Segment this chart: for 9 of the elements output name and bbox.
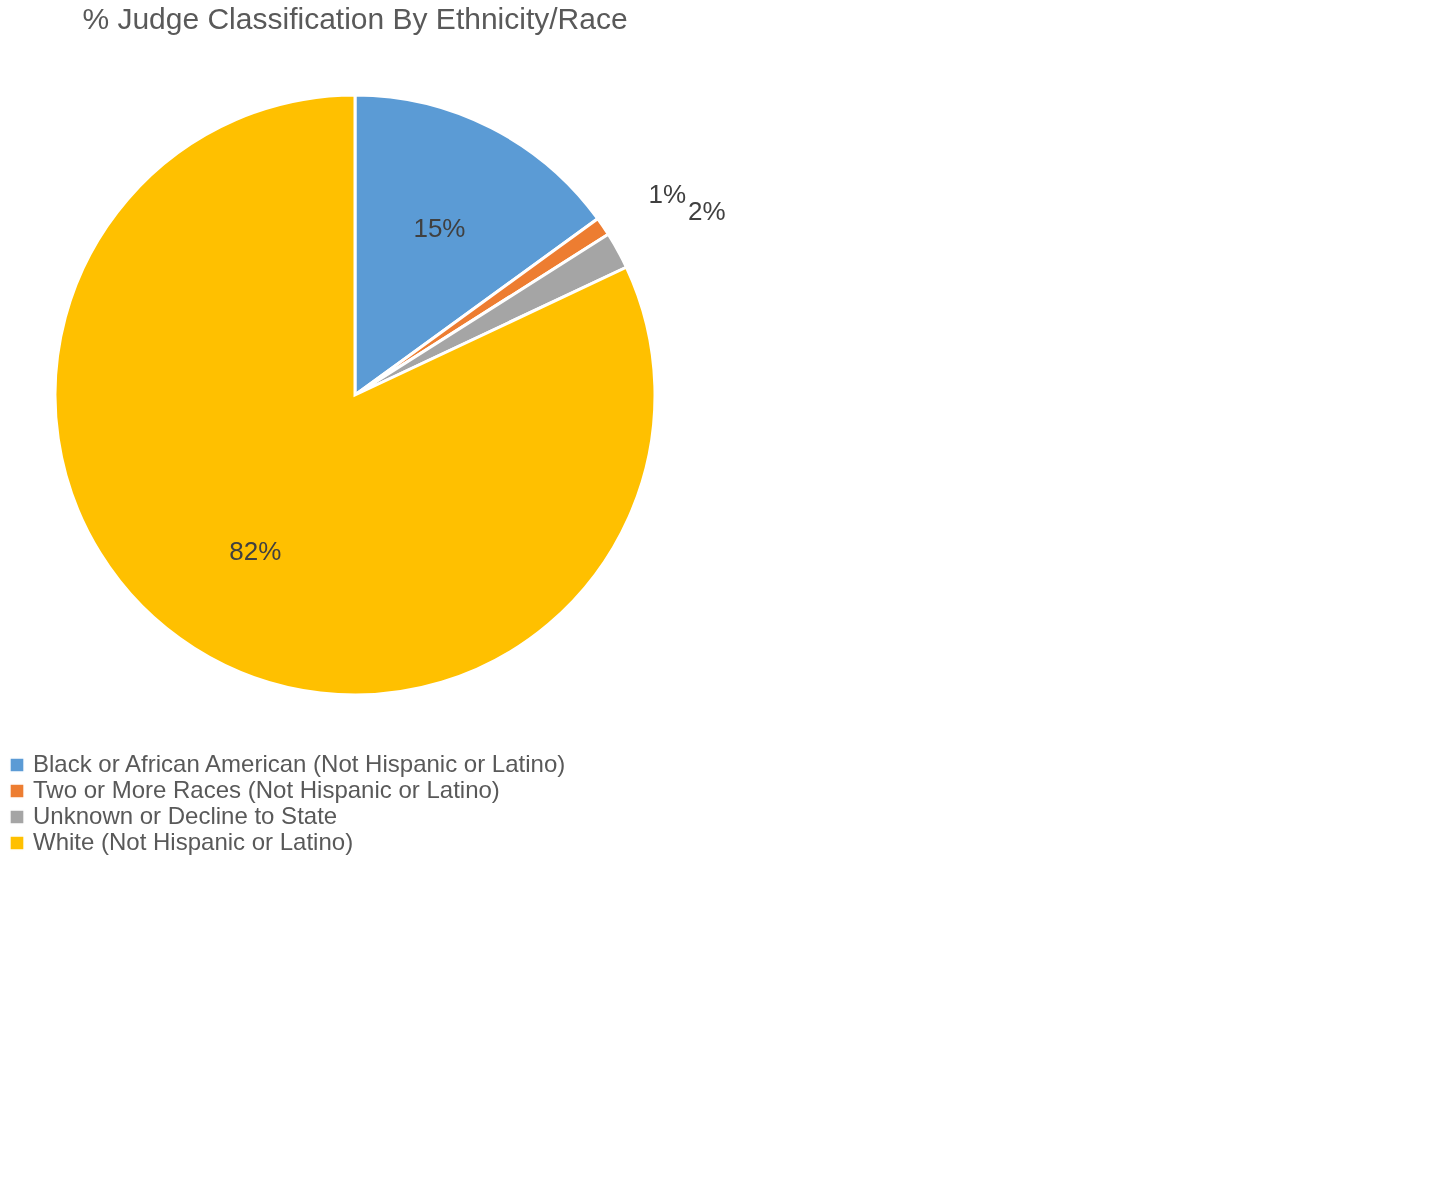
legend-label: Two or More Races (Not Hispanic or Latino) [33, 776, 500, 803]
legend-label: Black or African American (Not Hispanic or Latino) [33, 750, 566, 777]
data-label: 1% [648, 179, 687, 210]
data-label: 15% [413, 213, 466, 244]
data-label: 82% [229, 536, 282, 567]
legend-label: White (Not Hispanic or Latino) [33, 828, 354, 855]
legend-label: Unknown or Decline to State [33, 802, 338, 829]
data-label: 2% [688, 195, 726, 226]
chart-title: % Judge Classification By Ethnicity/Race [82, 2, 628, 35]
